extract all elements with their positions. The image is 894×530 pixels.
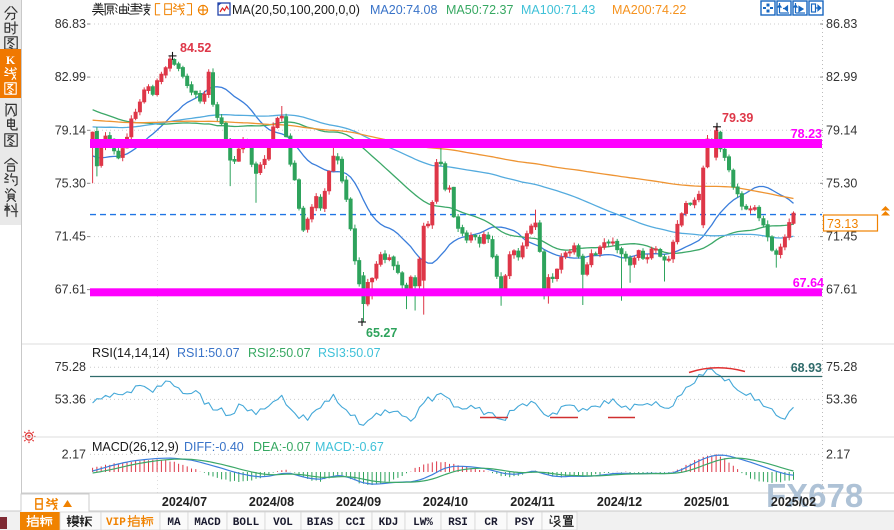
svg-text:2.17: 2.17	[62, 447, 86, 461]
svg-text:79.14: 79.14	[55, 123, 86, 137]
svg-text:79.14: 79.14	[826, 123, 857, 137]
svg-text:MA200:74.22: MA200:74.22	[612, 3, 686, 17]
svg-text:2024/12: 2024/12	[597, 495, 642, 509]
svg-text:MA(20,50,100,200,0,0): MA(20,50,100,200,0,0)	[232, 3, 360, 17]
svg-text:FX678: FX678	[766, 477, 863, 514]
svg-text:86.83: 86.83	[826, 17, 857, 31]
svg-text:53.36: 53.36	[826, 392, 857, 406]
svg-text:67.61: 67.61	[55, 283, 86, 297]
svg-text:75.30: 75.30	[826, 176, 857, 190]
svg-text:MA: MA	[167, 517, 181, 529]
svg-text:75.30: 75.30	[55, 176, 86, 190]
svg-text:2024/08: 2024/08	[249, 495, 294, 509]
svg-text:79.39: 79.39	[722, 111, 753, 125]
svg-text:MA50:72.37: MA50:72.37	[446, 3, 513, 17]
svg-text:MACD: MACD	[194, 517, 221, 529]
svg-text:RSI: RSI	[448, 517, 468, 529]
svg-text:2024/09: 2024/09	[336, 495, 381, 509]
svg-text:2025/02: 2025/02	[771, 495, 816, 509]
svg-text:RSI(14,14,14): RSI(14,14,14)	[92, 346, 170, 360]
svg-text:CR: CR	[484, 517, 498, 529]
svg-text:2024/07: 2024/07	[162, 495, 207, 509]
svg-text:K: K	[6, 53, 16, 67]
svg-text:VIP: VIP	[106, 517, 126, 529]
svg-text:2.17: 2.17	[826, 447, 850, 461]
svg-text:MA20:74.08: MA20:74.08	[370, 3, 437, 17]
svg-text:78.23: 78.23	[791, 127, 822, 141]
svg-text:68.93: 68.93	[791, 361, 822, 375]
svg-text:MACD(26,12,9): MACD(26,12,9)	[92, 440, 179, 454]
svg-text:65.27: 65.27	[366, 326, 397, 340]
svg-text:RSI1:50.07: RSI1:50.07	[177, 346, 240, 360]
svg-text:MACD:-0.67: MACD:-0.67	[315, 440, 384, 454]
svg-text:KDJ: KDJ	[379, 517, 399, 529]
svg-text:71.45: 71.45	[55, 230, 86, 244]
svg-text:86.83: 86.83	[55, 17, 86, 31]
svg-text:BIAS: BIAS	[307, 517, 334, 529]
svg-text:RSI3:50.07: RSI3:50.07	[318, 346, 381, 360]
svg-text:BOLL: BOLL	[233, 517, 260, 529]
svg-text:PSY: PSY	[515, 517, 535, 529]
svg-text:67.61: 67.61	[826, 283, 857, 297]
svg-text:75.28: 75.28	[55, 360, 86, 374]
svg-text:MA100:71.43: MA100:71.43	[521, 3, 595, 17]
svg-text:DEA:-0.07: DEA:-0.07	[253, 440, 311, 454]
svg-text:2024/10: 2024/10	[423, 495, 468, 509]
svg-text:82.99: 82.99	[55, 70, 86, 84]
svg-text:DIFF:-0.40: DIFF:-0.40	[184, 440, 244, 454]
svg-text:53.36: 53.36	[55, 392, 86, 406]
svg-text:84.52: 84.52	[180, 41, 211, 55]
svg-text:2024/11: 2024/11	[510, 495, 555, 509]
svg-text:82.99: 82.99	[826, 70, 857, 84]
svg-text:LW%: LW%	[413, 517, 433, 529]
svg-text:RSI2:50.07: RSI2:50.07	[248, 346, 311, 360]
svg-text:75.28: 75.28	[826, 360, 857, 374]
svg-text:CCI: CCI	[346, 517, 366, 529]
svg-text:2025/01: 2025/01	[684, 495, 729, 509]
svg-text:VOL: VOL	[273, 517, 293, 529]
svg-text:73.13: 73.13	[827, 217, 858, 231]
svg-text:71.45: 71.45	[826, 230, 857, 244]
svg-text:67.64: 67.64	[793, 276, 824, 290]
